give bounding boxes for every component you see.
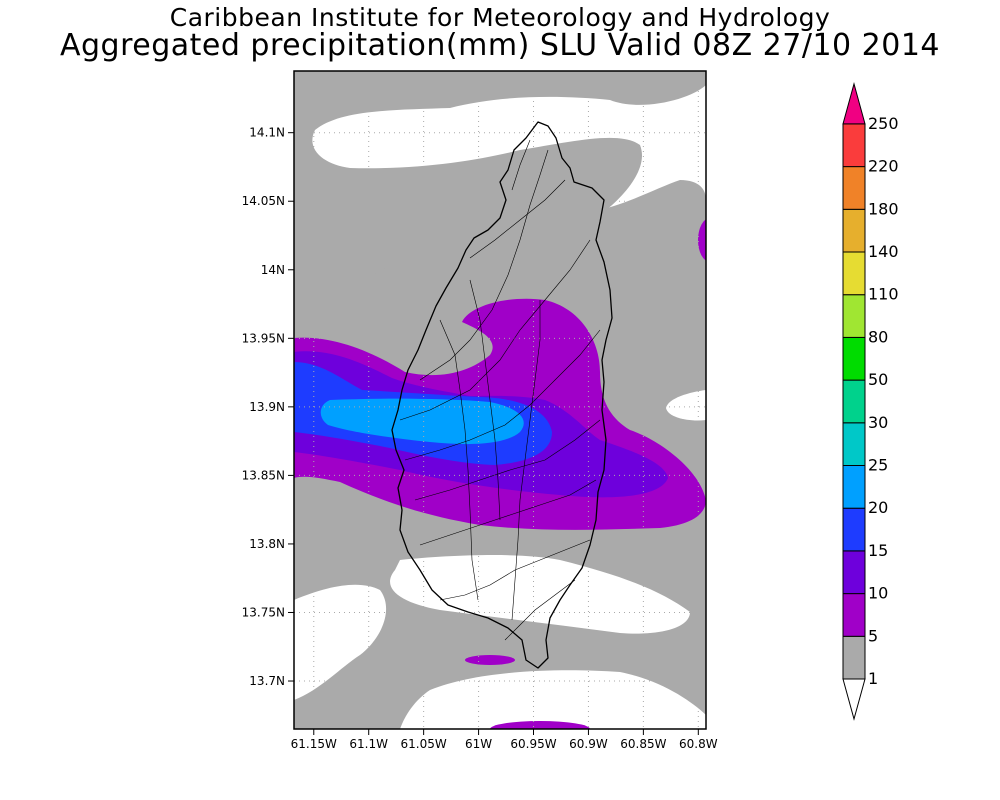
- colorbar-segment: [842, 379, 866, 424]
- precip-blob-east: [698, 219, 706, 261]
- colorbar-label: 25: [868, 456, 888, 475]
- colorbar-label: 15: [868, 541, 888, 560]
- x-tick-label: 61W: [465, 737, 492, 751]
- colorbar-label: 10: [868, 584, 888, 603]
- x-tick-label: 60.95W: [510, 737, 556, 751]
- colorbar-label: 110: [868, 285, 899, 304]
- precip-band-20-25: [320, 398, 524, 445]
- colorbar-label: 30: [868, 413, 888, 432]
- colorbar-label: 80: [868, 327, 888, 346]
- precip-band-below-1-south3: [400, 670, 706, 729]
- colorbar-segment: [842, 550, 866, 595]
- colorbar-under-triangle: [842, 678, 866, 721]
- colorbar-segment: [842, 465, 866, 509]
- colorbar-segment: [842, 635, 866, 680]
- colorbar-segment: [842, 593, 866, 637]
- gridlines: [294, 71, 706, 729]
- precip-band-below-1-south: [390, 555, 690, 634]
- colorbar-segment: [842, 294, 866, 338]
- colorbar-label: 250: [868, 114, 899, 133]
- y-tick-label: 13.85N: [242, 468, 285, 482]
- y-tick-label: 13.95N: [242, 331, 285, 345]
- colorbar-segment: [842, 336, 866, 381]
- y-tick-label: 13.9N: [249, 400, 285, 414]
- chart-title: Aggregated precipitation(mm) SLU Valid 0…: [59, 28, 941, 63]
- y-tick-label: 14N: [261, 263, 285, 277]
- y-tick-label: 13.8N: [249, 537, 285, 551]
- island-rivers: [399, 139, 601, 641]
- precip-band-below-1-east: [666, 390, 706, 421]
- precip-band-1-5-north: [294, 71, 706, 307]
- y-tick-label: 14.05N: [242, 194, 285, 208]
- precip-band-below-1-south2: [294, 584, 387, 700]
- x-axis: 61.15W 61.1W 61.05W 61W 60.95W 60.9W 60.85W 60.…: [291, 729, 718, 751]
- colorbar-label: 220: [868, 157, 899, 176]
- colorbar-over-triangle: [842, 82, 866, 125]
- y-tick-label: 13.7N: [249, 674, 285, 688]
- x-tick-label: 61.05W: [401, 737, 447, 751]
- colorbar-segment: [842, 422, 866, 466]
- colorbar-label: 5: [868, 626, 878, 645]
- x-tick-label: 61.15W: [291, 737, 337, 751]
- colorbar-label: 180: [868, 199, 899, 218]
- colorbar-segment: [842, 123, 866, 168]
- y-axis: 14.1N 14.05N 14N 13.95N 13.9N 13.85N 13.8N 13.7…: [242, 126, 294, 688]
- colorbar-segment: [842, 507, 866, 552]
- x-tick-label: 60.8W: [679, 737, 718, 751]
- x-tick-label: 61.1W: [349, 737, 388, 751]
- colorbar-segment: [842, 251, 866, 296]
- colorbar-label: 50: [868, 370, 888, 389]
- y-tick-label: 13.75N: [242, 605, 285, 619]
- island-outline: [391, 121, 613, 669]
- x-tick-label: 60.9W: [569, 737, 608, 751]
- precip-blob-south-edge: [490, 721, 590, 729]
- plot-frame: [293, 70, 707, 730]
- colorbar-label: 20: [868, 498, 888, 517]
- x-tick-label: 60.85W: [620, 737, 666, 751]
- precip-blob-south: [465, 655, 515, 665]
- colorbar-label: 140: [868, 242, 899, 261]
- colorbar-label: 1: [868, 669, 878, 688]
- colorbar-segment: [842, 166, 866, 210]
- colorbar-segment: [842, 208, 866, 253]
- island-coastline: [391, 121, 613, 669]
- chart-title-institute: Caribbean Institute for Meteorology and …: [169, 3, 831, 32]
- y-tick-label: 14.1N: [249, 126, 285, 140]
